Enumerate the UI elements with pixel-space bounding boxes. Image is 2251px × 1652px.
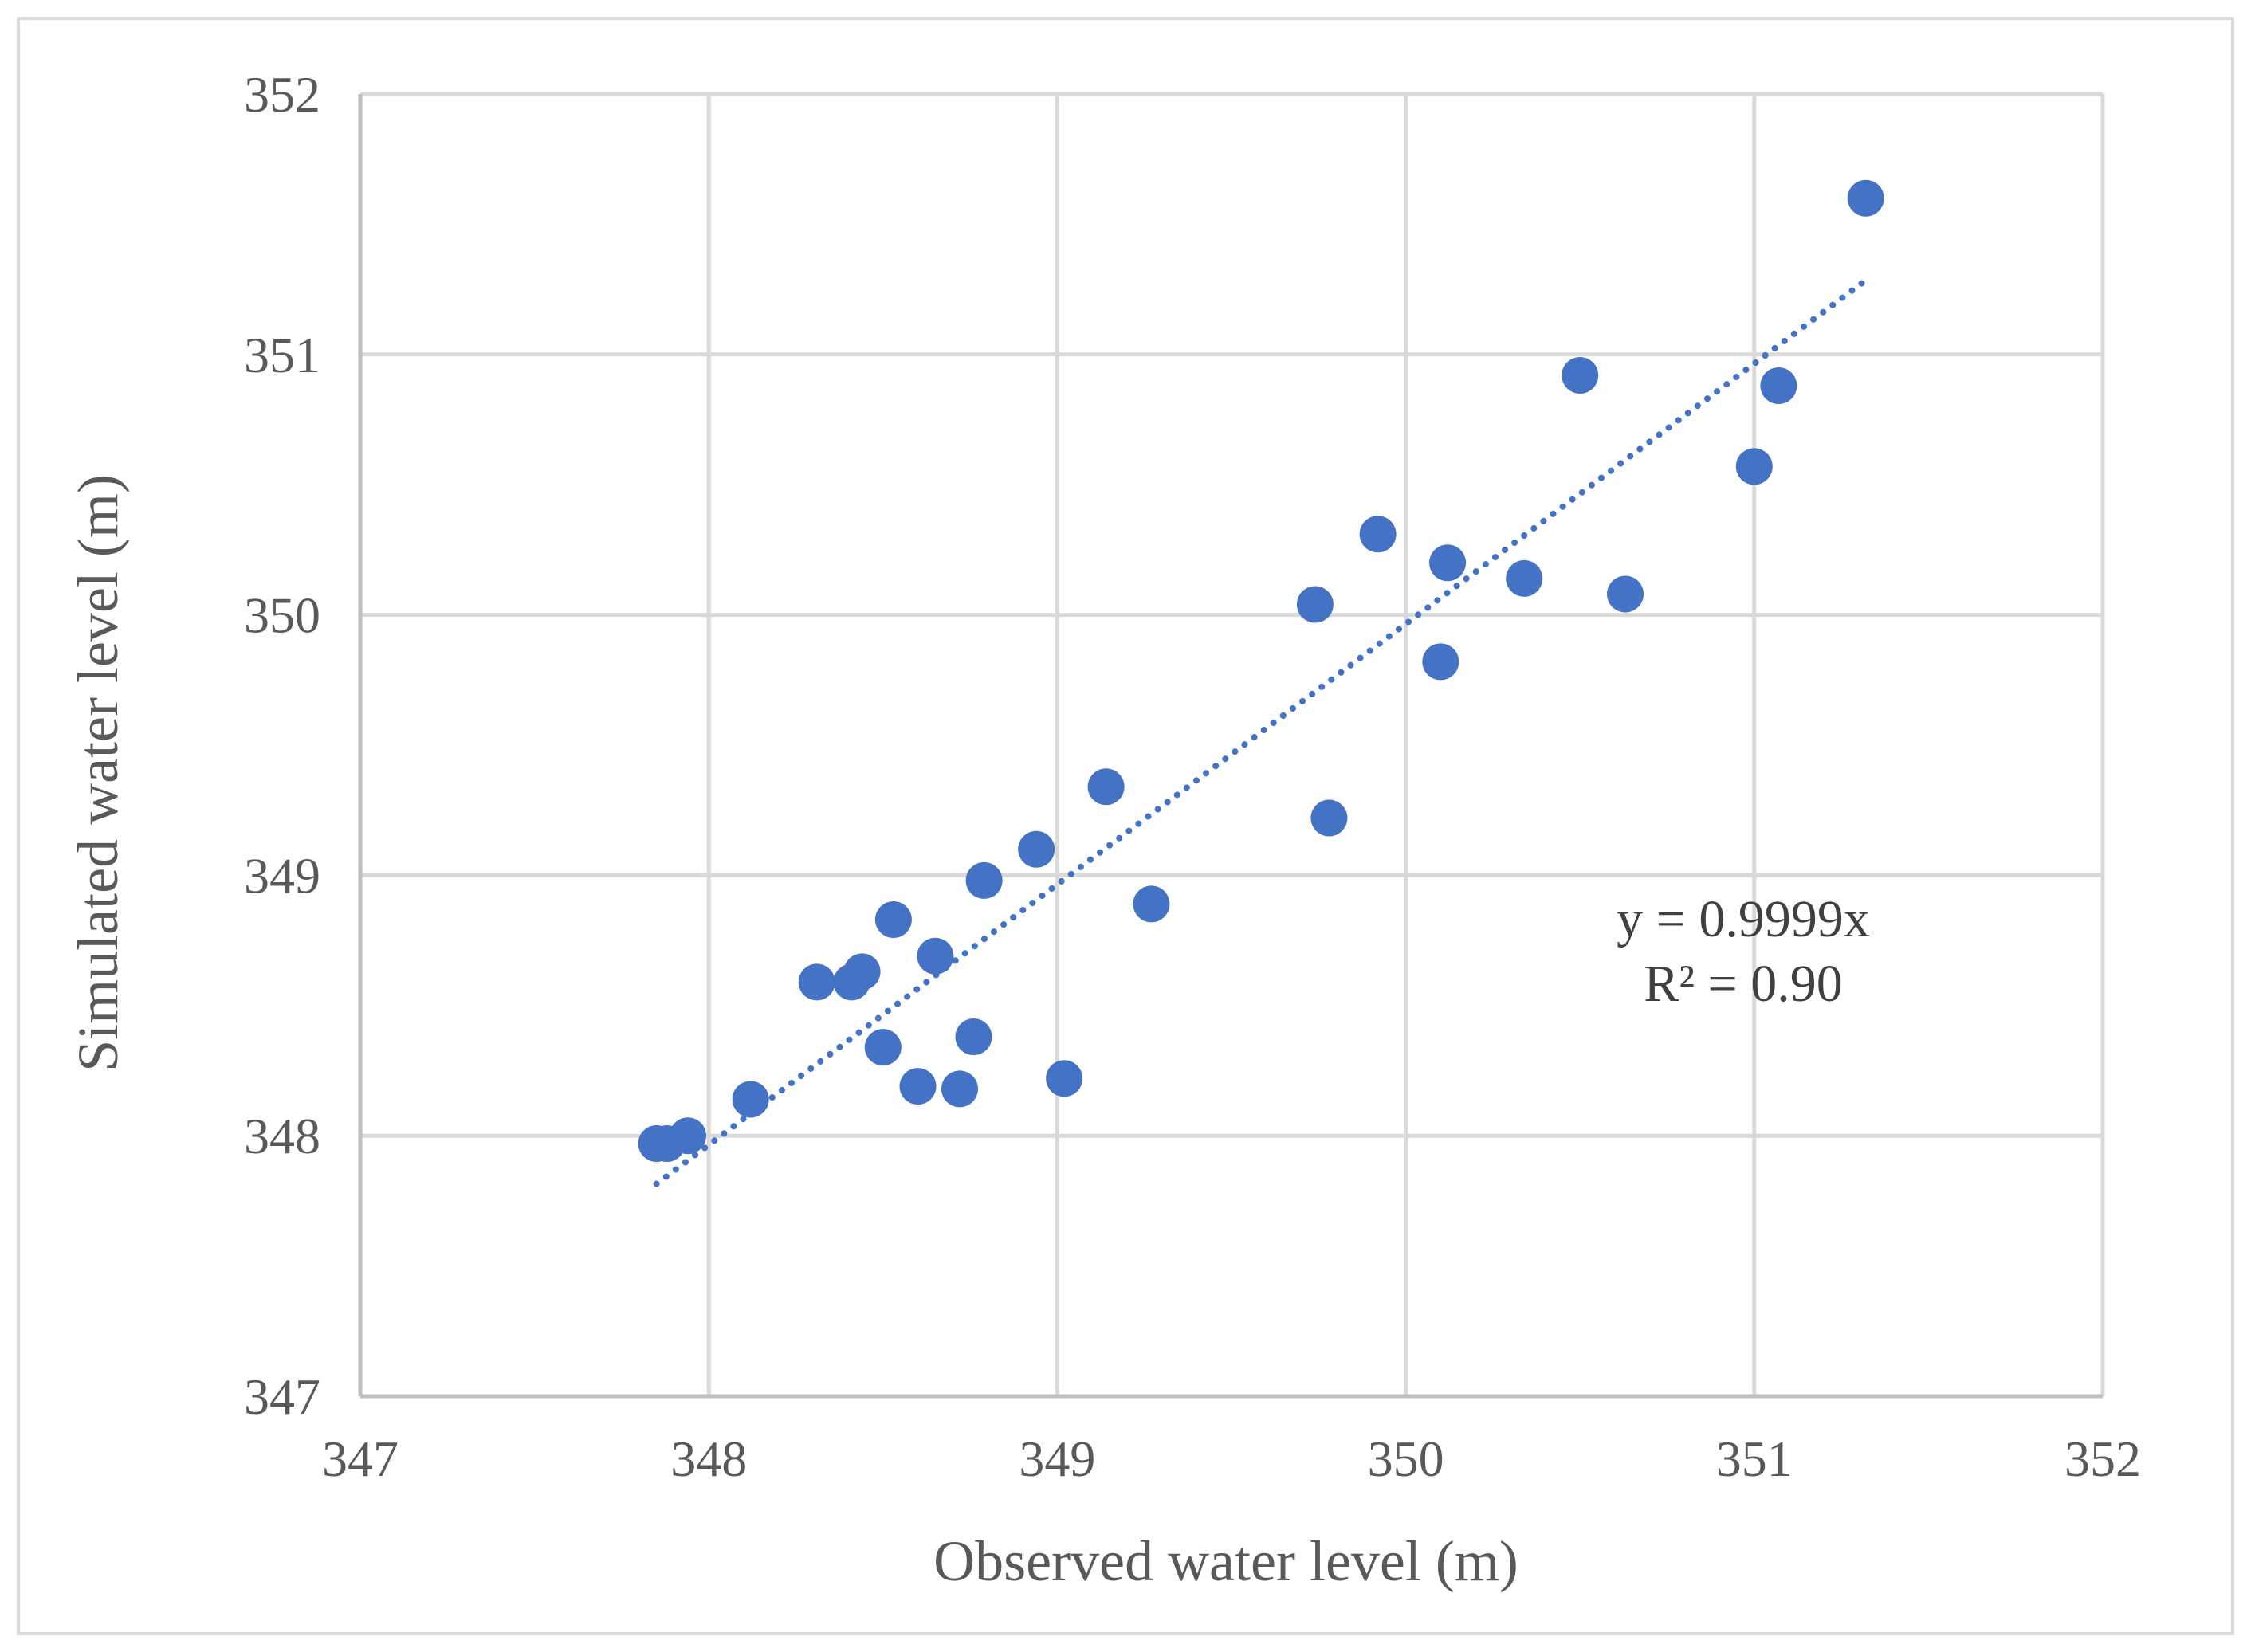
data-point	[965, 861, 1003, 899]
y-tick-label: 351	[244, 327, 320, 383]
data-point	[843, 953, 881, 991]
trendline-group	[653, 277, 1869, 1187]
data-point	[917, 937, 954, 975]
x-tick-label: 348	[670, 1430, 747, 1487]
y-axis-title: Simulated water level (m)	[66, 474, 130, 1072]
data-point	[1422, 643, 1459, 681]
data-point	[1359, 516, 1397, 553]
x-tick-labels: 347 348 349 350 351 352	[322, 1430, 2141, 1487]
data-point	[1133, 885, 1170, 923]
data-point	[1018, 830, 1055, 868]
data-point	[1310, 799, 1348, 837]
data-point	[874, 901, 912, 938]
y-tick-label: 347	[244, 1368, 320, 1425]
data-point	[1506, 559, 1543, 597]
data-point	[864, 1029, 902, 1066]
x-tick-label: 347	[322, 1430, 399, 1487]
data-point	[1046, 1060, 1083, 1097]
axes	[358, 94, 2103, 1399]
data-points	[638, 179, 1884, 1163]
y-tick-label: 348	[244, 1108, 320, 1164]
data-point	[1087, 768, 1125, 806]
trendline	[653, 277, 1869, 1187]
data-point	[669, 1117, 706, 1155]
chart-border	[17, 17, 2234, 1635]
trendline-equation: y = 0.9999x	[1617, 890, 1870, 948]
y-tick-label: 349	[244, 847, 320, 904]
x-tick-label: 351	[1716, 1430, 1793, 1487]
x-axis-title: Observed water level (m)	[933, 1529, 1518, 1593]
data-point	[732, 1081, 769, 1118]
y-tick-labels: 347 348 349 350 351 352	[244, 66, 320, 1425]
data-point	[1760, 367, 1797, 405]
data-point	[1607, 575, 1644, 613]
r-squared-label: R² = 0.90	[1644, 955, 1843, 1013]
data-point	[941, 1070, 978, 1108]
data-point	[1847, 179, 1884, 217]
y-tick-label: 350	[244, 587, 320, 644]
data-point	[955, 1018, 992, 1056]
x-tick-label: 350	[1368, 1430, 1444, 1487]
x-tick-label: 349	[1019, 1430, 1095, 1487]
x-tick-label: 352	[2064, 1430, 2141, 1487]
y-tick-label: 352	[244, 66, 320, 123]
data-point	[1429, 544, 1467, 582]
data-point	[1296, 586, 1334, 623]
data-point	[1735, 448, 1773, 485]
data-point	[899, 1068, 937, 1105]
data-point	[1562, 356, 1599, 394]
data-point	[798, 963, 835, 1001]
